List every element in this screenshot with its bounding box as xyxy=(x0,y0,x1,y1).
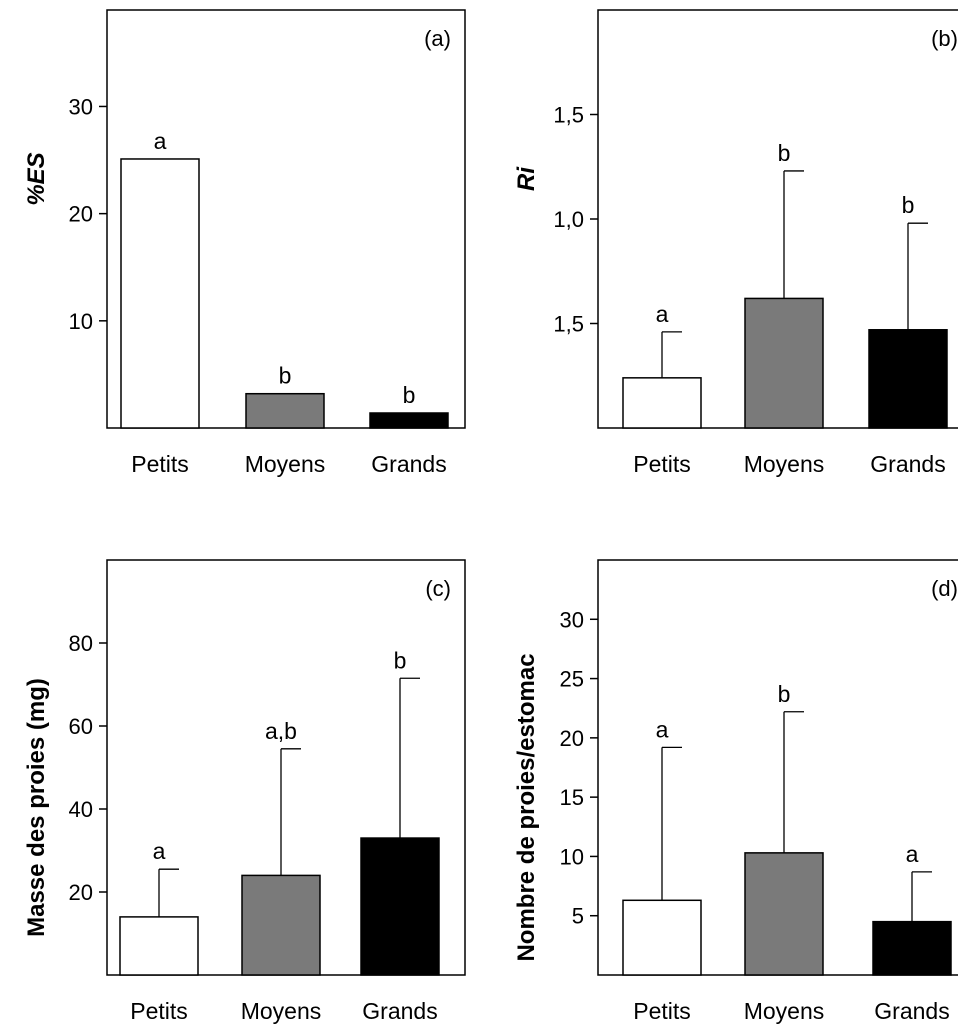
bar-petits xyxy=(622,377,702,429)
significance-label: b xyxy=(403,382,416,408)
y-tick-label: 5 xyxy=(572,904,584,929)
y-tick-label: 25 xyxy=(560,667,584,692)
significance-label: a xyxy=(906,841,919,867)
x-category-label: Moyens xyxy=(241,998,322,1024)
bar-petits xyxy=(119,916,199,976)
x-category-label: Grands xyxy=(874,998,949,1024)
y-tick-label: 1,5 xyxy=(553,312,584,337)
chart-panel-a: 10 20 30 %ES (a) a Petits b Moyens b Grands xyxy=(23,9,466,477)
panel-label: (b) xyxy=(931,26,958,51)
chart-panel-b: 1,5 1,0 1,5 Ri (b) a Petits b Moyens b Grands xyxy=(513,9,958,477)
significance-label: b xyxy=(279,363,292,389)
bar-grands xyxy=(360,837,440,976)
y-tick-label: 60 xyxy=(69,714,93,739)
y-tick-label: 10 xyxy=(560,844,584,869)
significance-label: b xyxy=(778,140,791,166)
y-axis-label: Masse des proies (mg) xyxy=(23,678,50,937)
x-category-label: Petits xyxy=(130,998,188,1024)
y-tick-label: 1,5 xyxy=(553,103,584,128)
panel-label: (a) xyxy=(424,26,451,51)
x-category-label: Grands xyxy=(362,998,437,1024)
x-category-label: Grands xyxy=(870,451,945,477)
y-tick-label: 10 xyxy=(69,309,93,334)
y-tick-label: 15 xyxy=(560,785,584,810)
y-tick-label: 20 xyxy=(69,880,93,905)
bar-petits xyxy=(622,899,702,976)
x-category-label: Petits xyxy=(131,451,189,477)
y-axis-label: %ES xyxy=(23,152,50,205)
bar-petits xyxy=(120,158,200,429)
significance-label: a xyxy=(154,128,167,154)
panel-label: (d) xyxy=(931,576,958,601)
significance-label: b xyxy=(902,192,915,218)
chart-panel-c: 20 40 60 80 Masse des proies (mg) (c) a Petits a… xyxy=(23,559,466,1024)
significance-label: b xyxy=(394,647,407,673)
x-category-label: Petits xyxy=(633,451,691,477)
y-tick-label: 30 xyxy=(560,607,584,632)
y-tick-label: 20 xyxy=(69,202,93,227)
panel-label: (c) xyxy=(425,576,451,601)
bar-grands xyxy=(872,920,952,976)
bar-grands xyxy=(868,329,948,429)
y-axis-label: Ri xyxy=(513,166,540,191)
y-tick-label: 1,0 xyxy=(553,207,584,232)
significance-label: b xyxy=(778,681,791,707)
bar-grands xyxy=(369,412,449,429)
significance-label: a xyxy=(153,838,166,864)
bar-moyens xyxy=(744,297,824,429)
x-category-label: Moyens xyxy=(744,451,825,477)
x-category-label: Moyens xyxy=(744,998,825,1024)
chart-panel-d: 5 10 15 20 25 30 Nombre de proies/estomac (d) a P… xyxy=(513,559,958,1024)
y-axis-label: Nombre de proies/estomac xyxy=(513,653,540,961)
x-category-label: Petits xyxy=(633,998,691,1024)
y-tick-label: 20 xyxy=(560,726,584,751)
bar-moyens xyxy=(241,874,321,976)
y-tick-label: 30 xyxy=(69,94,93,119)
x-category-label: Moyens xyxy=(245,451,326,477)
bar-moyens xyxy=(744,852,824,976)
bar-moyens xyxy=(245,392,325,429)
y-tick-label: 40 xyxy=(69,797,93,822)
significance-label: a xyxy=(656,301,669,327)
y-tick-label: 80 xyxy=(69,631,93,656)
x-category-label: Grands xyxy=(371,451,446,477)
significance-label: a,b xyxy=(265,718,297,744)
significance-label: a xyxy=(656,716,669,742)
